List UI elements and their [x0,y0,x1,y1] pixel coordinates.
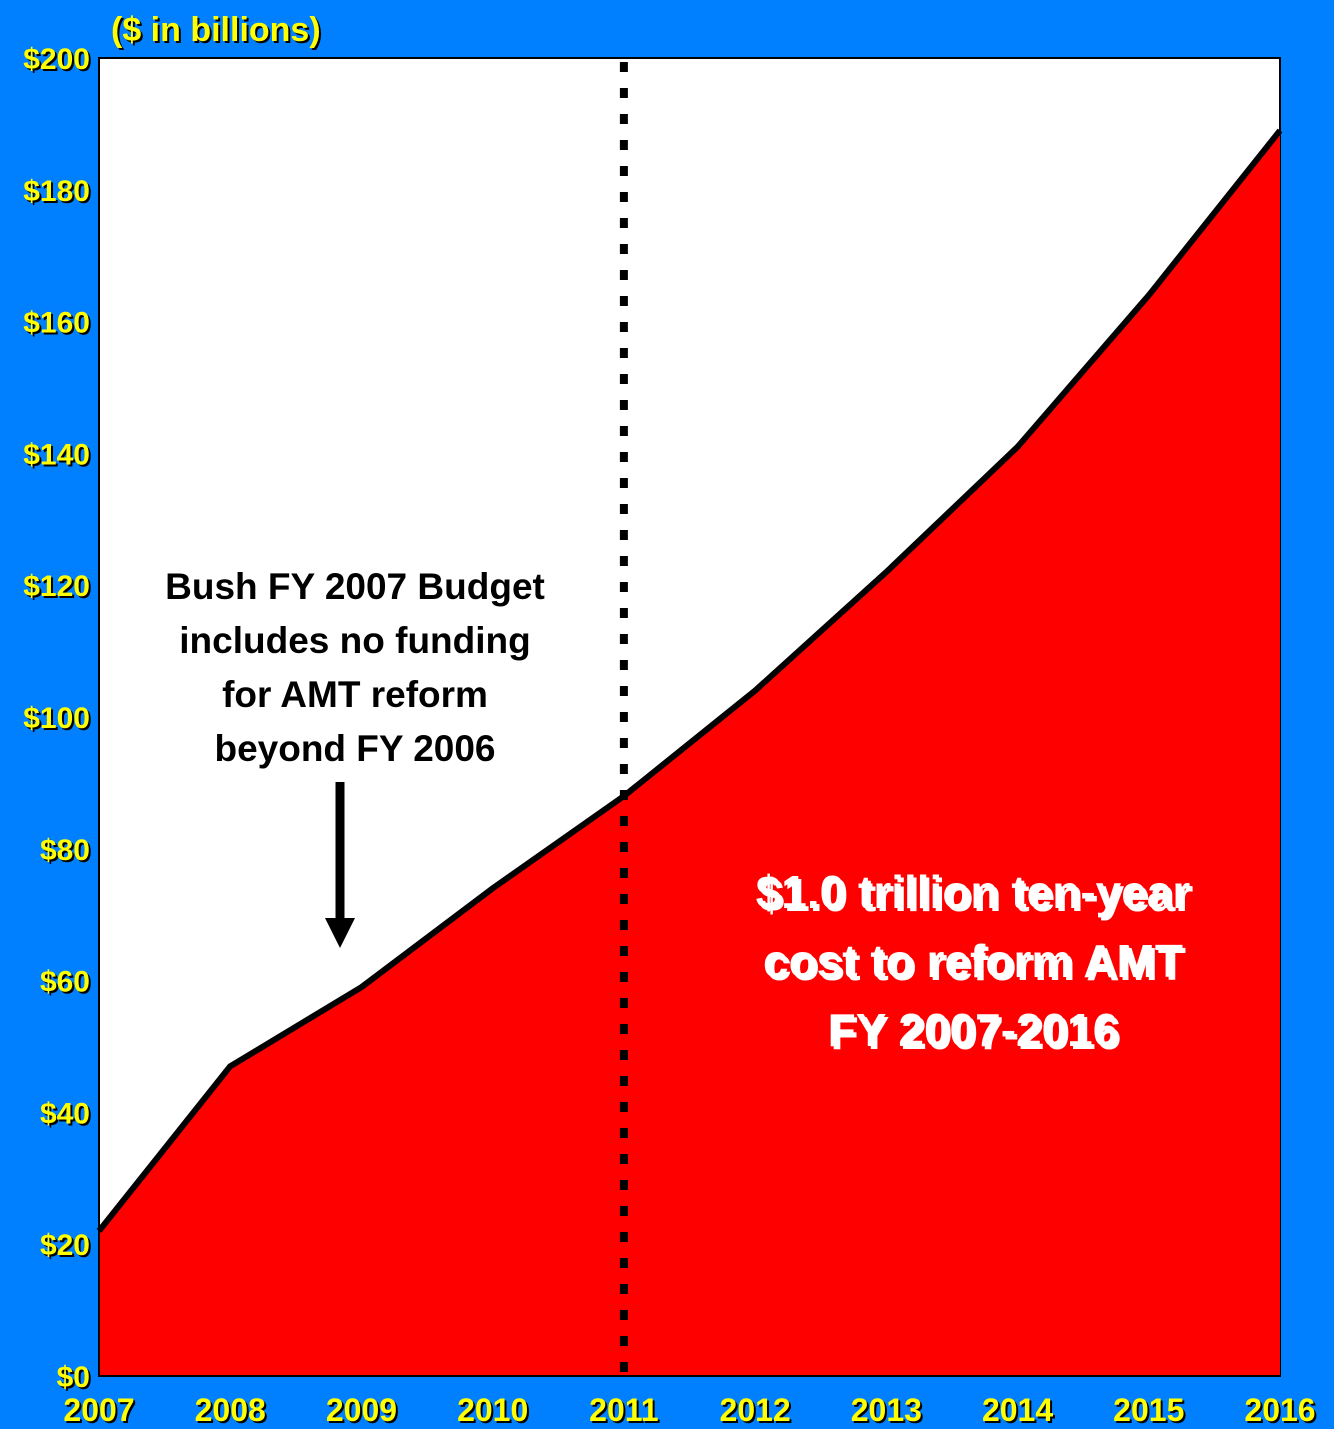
x-tick-label-shadow: 2014 [984,1394,1055,1429]
unit-label: ($ in billions) ($ in billions) [111,11,323,51]
cost-callout-line-3: FY 2007-2016 [828,1004,1119,1056]
y-tick-label-shadow: $20 [42,1231,92,1264]
cost-callout-line-1-shadow: $1.0 trillion ten-year [759,869,1194,921]
y-tick-label: $200 [23,43,90,76]
x-tick-label-shadow: 2012 [722,1394,793,1429]
cost-callout: $1.0 trillion ten-year $1.0 trillion ten… [756,866,1194,1059]
y-tick-label: $60 [40,966,90,999]
x-tick-label-shadow: 2016 [1246,1394,1317,1429]
budget-callout-line-4: beyond FY 2006 [214,728,495,769]
x-tick-label: 2008 [195,1392,266,1428]
y-tick-label-shadow: $180 [25,177,92,210]
cost-callout-line-2: cost to reform AMT [763,935,1183,987]
cost-callout-line-3-shadow: FY 2007-2016 [831,1007,1122,1059]
y-tick-label: $40 [40,1097,90,1130]
x-tick-label: 2011 [589,1392,658,1428]
budget-callout-line-3: for AMT reform [222,674,488,715]
x-tick-label-shadow: 2010 [459,1394,530,1429]
x-tick-label: 2015 [1113,1392,1184,1428]
x-tick-label-shadow: 2009 [328,1394,399,1429]
x-tick-label: 2007 [63,1392,134,1428]
y-tick-label-shadow: $200 [25,45,92,78]
y-tick-label: $80 [40,834,90,867]
y-tick-label-shadow: $80 [42,836,92,869]
unit-label-shadow: ($ in billions) [113,13,323,51]
y-tick-label: $180 [23,175,90,208]
y-tick-label: $160 [23,307,90,340]
y-tick-label-shadow: $40 [42,1099,92,1132]
x-tick-label-shadow: 2013 [853,1394,924,1429]
x-tick-label: 2012 [720,1392,791,1428]
budget-callout-line-2: includes no funding [179,620,530,661]
y-tick-label-shadow: $160 [25,309,92,342]
y-tick-label: $140 [23,438,90,471]
y-tick-label: $100 [23,702,90,735]
unit-label-text: ($ in billions) [111,11,321,49]
y-axis-ticks: $0$0$20$20$40$40$60$60$80$80$100$100$120… [23,43,92,1396]
budget-callout-line-1: Bush FY 2007 Budget [165,566,545,607]
x-tick-label: 2013 [851,1392,922,1428]
cost-callout-line-1: $1.0 trillion ten-year [756,866,1191,918]
x-tick-label-shadow: 2015 [1115,1394,1186,1429]
y-tick-label: $0 [57,1361,90,1394]
y-tick-label-shadow: $0 [59,1363,92,1396]
x-tick-label: 2016 [1244,1392,1315,1428]
x-tick-label-shadow: 2008 [197,1394,268,1429]
y-tick-label-shadow: $60 [42,968,92,1001]
x-tick-label: 2010 [457,1392,528,1428]
y-tick-label: $20 [40,1229,90,1262]
x-tick-label: 2009 [326,1392,397,1428]
x-tick-label-shadow: 2007 [65,1394,136,1429]
x-tick-label: 2014 [982,1392,1053,1428]
y-tick-label: $120 [23,570,90,603]
area-series-fill [99,130,1280,1376]
x-tick-label-shadow: 2011 [591,1394,660,1429]
y-tick-label-shadow: $140 [25,440,92,473]
y-tick-label-shadow: $120 [25,572,92,605]
y-tick-label-shadow: $100 [25,704,92,737]
cost-callout-line-2-shadow: cost to reform AMT [766,938,1186,990]
budget-callout: Bush FY 2007 Budget includes no funding … [165,566,545,948]
down-arrow-icon [325,918,355,948]
area-series-line [96,128,1283,1233]
